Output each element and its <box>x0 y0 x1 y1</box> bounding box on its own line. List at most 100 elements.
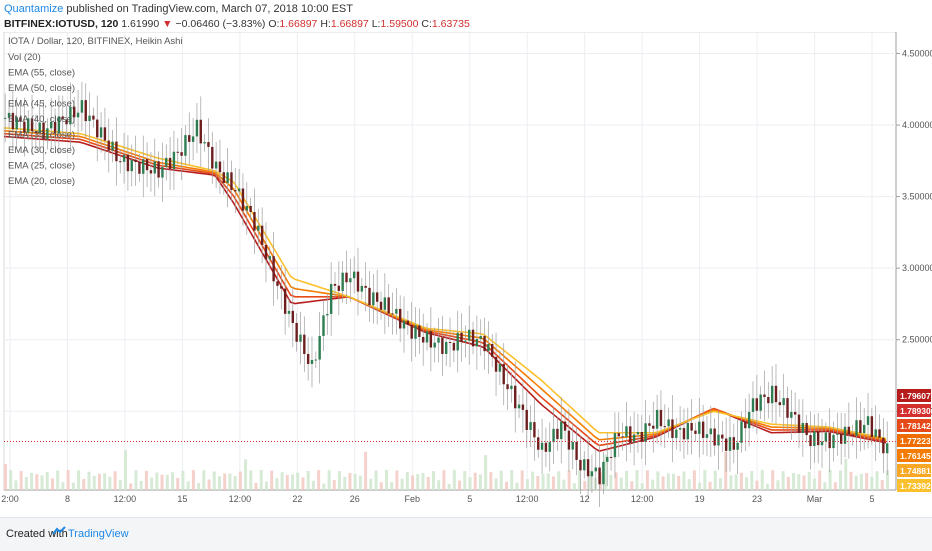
candle-body <box>402 320 406 329</box>
volume-bar <box>217 476 221 490</box>
volume-bar <box>426 476 430 490</box>
candle-body <box>786 398 789 418</box>
candle-body <box>372 292 375 306</box>
volume-bar <box>379 482 383 490</box>
volume-bar <box>416 474 420 490</box>
volume-bar <box>734 474 738 490</box>
close-value: 1.63735 <box>431 18 470 30</box>
volume-bar <box>703 470 707 490</box>
x-tick-label: 26 <box>350 494 360 504</box>
volume-bar <box>776 480 780 490</box>
price-label-box <box>897 434 931 447</box>
volume-bar <box>672 473 676 490</box>
volume-bar <box>144 470 148 490</box>
candle-body <box>648 423 651 426</box>
candle-body <box>119 161 122 163</box>
volume-bar <box>66 470 70 490</box>
candle-body <box>640 431 643 442</box>
candle-body <box>245 205 248 211</box>
candle-body <box>30 118 34 132</box>
volume-bar <box>859 473 863 490</box>
volume-bar <box>520 470 524 490</box>
candle-body <box>506 384 509 390</box>
candle-body <box>483 336 486 352</box>
volume-bar <box>9 470 13 490</box>
candle-body <box>613 433 617 458</box>
candle-body <box>759 394 762 411</box>
candle-body <box>801 422 805 433</box>
y-tick-label: 3.00000 <box>902 263 932 273</box>
candle-body <box>42 122 45 140</box>
candle-body <box>15 117 18 130</box>
candle-body <box>602 461 605 485</box>
volume-bar <box>291 474 295 490</box>
volume-bar <box>823 482 827 490</box>
x-tick-label: 2:00 <box>1 494 19 504</box>
y-tick-label: 4.50000 <box>902 48 932 58</box>
candle-body <box>333 283 337 286</box>
volume-bar <box>171 472 175 490</box>
price-label-value: 1.79607 <box>900 391 931 401</box>
price-label-value: 1.73392 <box>900 481 931 491</box>
volume-bar <box>588 470 592 490</box>
volume-bar <box>61 481 65 490</box>
volume-bar <box>139 480 143 490</box>
candle-body <box>552 428 555 443</box>
volume-bar <box>264 481 268 490</box>
candle-body <box>433 342 436 348</box>
candle-body <box>617 433 620 437</box>
candle-body <box>847 426 851 435</box>
candle-body <box>111 141 114 151</box>
volume-bar <box>186 481 190 490</box>
candle-body <box>27 118 30 133</box>
candle-body <box>103 127 107 141</box>
volume-bar <box>19 471 23 490</box>
candle-body <box>306 353 310 364</box>
volume-bar <box>844 458 848 490</box>
candle-body <box>180 152 183 156</box>
volume-bar <box>108 476 112 490</box>
volume-bar <box>870 476 874 490</box>
chart-legend: IOTA / Dollar, 120, BITFINEX, Heikin Ash… <box>8 36 183 187</box>
price-chart[interactable]: 4.500004.000003.500003.000002.500002.000… <box>0 32 932 517</box>
candle-body <box>257 225 260 231</box>
price-labels: 1.79607 1.78930 1.78142 1.77223 1.76145 1.748… <box>897 389 931 492</box>
volume-bar <box>129 483 133 490</box>
created-with-text: Created with <box>6 528 68 540</box>
candle-body <box>53 121 57 134</box>
candle-body <box>237 188 241 192</box>
volume-bar <box>82 478 86 490</box>
price-label-box <box>897 479 931 492</box>
volume-bar <box>442 470 446 490</box>
candle-body <box>537 437 540 450</box>
candle-body <box>701 421 705 438</box>
volume-bar <box>802 475 806 490</box>
volume-bar <box>118 479 122 490</box>
x-tick-label: 15 <box>177 494 187 504</box>
volume-bar <box>223 473 227 490</box>
volume-bar <box>348 473 352 490</box>
volume-bar <box>478 474 482 490</box>
candle-body <box>352 271 356 279</box>
price-label-value: 1.78142 <box>900 421 931 431</box>
candle-body <box>767 396 770 404</box>
candle-body <box>594 467 597 472</box>
volume-bar <box>682 471 686 490</box>
volume-bar <box>499 470 503 490</box>
candle-body <box>168 157 172 170</box>
candle-body <box>521 404 525 410</box>
legend-entry: EMA (55, close) <box>8 68 75 79</box>
candle-body <box>272 256 275 282</box>
chart-grid <box>3 32 897 491</box>
author-link[interactable]: Quantamize <box>4 3 64 15</box>
tradingview-link[interactable]: TradingView <box>68 528 129 540</box>
volume-bar <box>593 477 597 490</box>
price-label-value: 1.77223 <box>900 436 931 446</box>
candle-body <box>636 431 640 435</box>
candle-body <box>69 106 72 125</box>
volume-bar <box>390 482 394 490</box>
x-tick-label: 12:00 <box>631 494 654 504</box>
volume-bar <box>405 471 409 490</box>
candle-body <box>632 434 636 443</box>
candle-body <box>337 285 341 291</box>
